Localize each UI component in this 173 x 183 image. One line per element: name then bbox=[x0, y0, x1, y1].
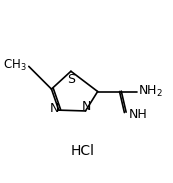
Text: NH$_2$: NH$_2$ bbox=[138, 84, 163, 99]
Text: HCl: HCl bbox=[70, 144, 94, 158]
Text: S: S bbox=[67, 73, 75, 86]
Text: CH$_3$: CH$_3$ bbox=[3, 58, 26, 73]
Text: N: N bbox=[49, 102, 59, 115]
Text: N: N bbox=[82, 100, 92, 113]
Text: NH: NH bbox=[128, 108, 147, 121]
